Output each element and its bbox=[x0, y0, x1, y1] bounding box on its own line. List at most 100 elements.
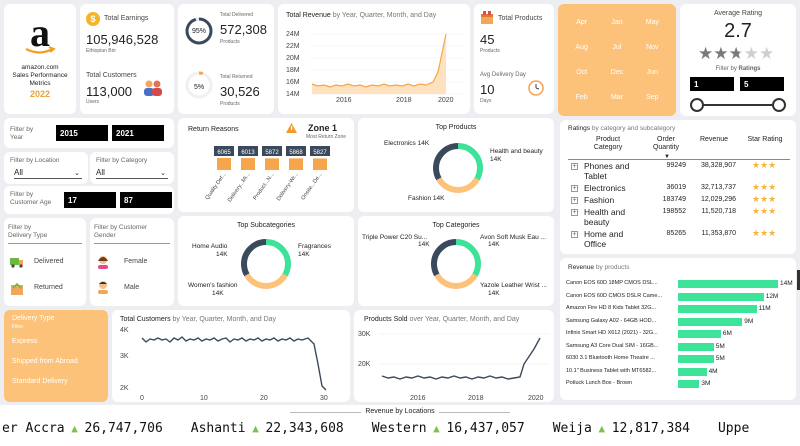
category-dropdown[interactable]: All ⌄ bbox=[96, 168, 168, 179]
expand-icon[interactable]: + bbox=[571, 209, 578, 216]
revenue-line-chart: 24M 22M 20M 18M 16M 14M 2016 2018 2020 bbox=[286, 31, 463, 104]
rating-slider-handle-min[interactable] bbox=[690, 98, 704, 112]
product-revenue-row[interactable]: Amazon Fire HD 8 Kids Tablet 32G... 11M bbox=[566, 303, 792, 316]
delivery-day-label: Avg Delivery Day bbox=[480, 72, 526, 78]
product-revenue-row[interactable]: Canon EOS 60D CMOS DSLR Came... 12M bbox=[566, 291, 792, 304]
month-button-jul[interactable]: Jul bbox=[612, 44, 622, 51]
product-revenue-row[interactable]: Potluck Lunch Box - Brown 3M bbox=[566, 378, 792, 391]
chevron-down-icon: ⌄ bbox=[160, 170, 166, 177]
expand-icon[interactable]: + bbox=[571, 163, 578, 170]
delivered-unit: Products bbox=[220, 39, 240, 45]
location-name: er Accra bbox=[2, 421, 65, 436]
age-to-input[interactable]: 87 bbox=[120, 192, 172, 208]
product-revenue-bar[interactable] bbox=[678, 367, 707, 376]
delivery-type-filter: Filter bbox=[12, 324, 24, 330]
female-option[interactable]: Female bbox=[124, 258, 148, 265]
rating-max-input[interactable]: 5 bbox=[740, 77, 784, 91]
product-revenue-row[interactable]: 10.1" Business Tablet with MT6582... 4M bbox=[566, 366, 792, 379]
brand-line-1: amazon.com bbox=[21, 64, 59, 71]
returned-option[interactable]: Returned bbox=[34, 284, 63, 291]
scrollbar-handle[interactable] bbox=[797, 270, 800, 290]
year-from-input[interactable]: 2015 bbox=[56, 125, 108, 141]
top-products-label-1: Electronics 14K bbox=[384, 140, 430, 147]
product-revenue-bar[interactable] bbox=[678, 317, 743, 326]
delivery-type-option[interactable]: Standard Delivery bbox=[12, 378, 68, 385]
expand-icon[interactable]: + bbox=[571, 231, 578, 238]
male-option[interactable]: Male bbox=[124, 284, 140, 291]
product-revenue-label: 5M bbox=[715, 342, 725, 350]
location-item: Ashanti ▲ 22,343,608 bbox=[191, 421, 344, 436]
quantity-cell: 99249 bbox=[666, 162, 686, 169]
return-reason-label: Product...N... bbox=[252, 171, 276, 201]
category-cell: Fashion bbox=[584, 195, 614, 205]
rating-slider-handle-max[interactable] bbox=[772, 98, 786, 112]
product-revenue-row[interactable]: Samsung Galaxy A02 - 64GB HOD... 9M bbox=[566, 316, 792, 329]
brand-line-3: Metrics bbox=[29, 80, 51, 87]
month-button-feb[interactable]: Feb bbox=[575, 94, 588, 101]
return-reason-bar[interactable] bbox=[289, 158, 303, 170]
month-button-jun[interactable]: Jun bbox=[646, 69, 658, 76]
rating-min-input[interactable]: 1 bbox=[690, 77, 734, 91]
product-revenue-bar[interactable] bbox=[678, 330, 721, 338]
table-row[interactable]: + Phones and Tablet 99249 38,328,907 ★★★ bbox=[568, 160, 790, 183]
month-button-oct[interactable]: Oct bbox=[576, 69, 588, 76]
product-revenue-label: 14M bbox=[780, 280, 793, 287]
male-avatar-icon bbox=[98, 281, 108, 294]
year-to-input[interactable]: 2021 bbox=[112, 125, 164, 141]
product-revenue-row[interactable]: Canon EOS 60D 18MP CMOS DSL... 14M bbox=[566, 278, 793, 291]
product-revenue-bar[interactable] bbox=[678, 355, 714, 363]
return-reason-bar[interactable] bbox=[313, 158, 327, 170]
month-button-jan[interactable]: Jan bbox=[611, 19, 623, 26]
rating-slider-track[interactable] bbox=[696, 104, 780, 106]
return-reason-value: 5827 bbox=[313, 150, 327, 156]
earnings-unit: Ethiopian Birr bbox=[86, 48, 117, 54]
month-button-dec[interactable]: Dec bbox=[610, 69, 624, 76]
return-reason-value: 6013 bbox=[241, 150, 255, 156]
return-reason-bar[interactable] bbox=[241, 158, 255, 170]
month-button-apr[interactable]: Apr bbox=[576, 19, 588, 26]
col-header-category[interactable]: Product Category bbox=[593, 136, 623, 151]
gender-filter-card: Filter by Customer Gender Female Male bbox=[90, 218, 174, 306]
col-header-revenue[interactable]: Revenue bbox=[699, 136, 729, 143]
delivery-type-slicer: Delivery Type Filter Express Shipped from… bbox=[4, 310, 108, 402]
age-from-input[interactable]: 17 bbox=[64, 192, 116, 208]
product-revenue-row[interactable]: Samsung A3 Core Dual SIM - 16GB... 5M bbox=[566, 341, 792, 354]
delivery-type-option[interactable]: Shipped from Abroad bbox=[12, 358, 78, 365]
location-filter-card: Filter by Location All ⌄ bbox=[4, 152, 88, 184]
subcat-label-2a: Fragrances bbox=[298, 243, 331, 250]
month-button-mar[interactable]: Mar bbox=[610, 94, 624, 101]
month-button-sep[interactable]: Sep bbox=[646, 94, 659, 101]
month-button-may[interactable]: May bbox=[645, 19, 659, 26]
col-header-rating[interactable]: Star Rating bbox=[747, 136, 783, 143]
return-reason-bar[interactable] bbox=[265, 158, 279, 170]
product-revenue-label: 5M bbox=[715, 355, 725, 362]
table-row[interactable]: + Health and beauty 198552 11,520,718 ★★★ bbox=[568, 206, 790, 229]
product-revenue-bar[interactable] bbox=[678, 292, 764, 301]
month-slicer: Apr Jan May Aug Jul Nov Oct Dec Jun Feb Mar Sep bbox=[558, 4, 676, 116]
location-dropdown[interactable]: All ⌄ bbox=[14, 168, 82, 179]
product-revenue-bar[interactable] bbox=[678, 342, 714, 351]
star-icon: ★ bbox=[752, 160, 761, 170]
return-reason-bar[interactable] bbox=[217, 158, 231, 170]
product-revenue-bar[interactable] bbox=[678, 305, 757, 313]
delivered-option[interactable]: Delivered bbox=[34, 258, 64, 265]
month-button-aug[interactable]: Aug bbox=[575, 44, 588, 51]
table-row[interactable]: + Fashion 183749 12,029,296 ★★★ bbox=[568, 194, 790, 207]
top-products-card: Top Products Electronics 14K Health and … bbox=[358, 118, 554, 212]
expand-icon[interactable]: + bbox=[571, 197, 578, 204]
table-row[interactable]: + Electronics 36019 32,713,737 ★★★ bbox=[568, 182, 790, 195]
col-header-quantity[interactable]: Order Quantity bbox=[652, 136, 680, 151]
product-revenue-bar[interactable] bbox=[678, 380, 700, 388]
customers-x-tick: 30 bbox=[320, 395, 328, 402]
ratings-table-card: Ratings by category and subcategory Prod… bbox=[560, 120, 796, 254]
product-revenue-bar[interactable] bbox=[678, 280, 778, 288]
expand-icon[interactable]: + bbox=[571, 185, 578, 192]
product-revenue-row[interactable]: 6030 3.1 Bluetooth Home Theatre ... 5M bbox=[566, 353, 792, 366]
customers-y-tick: 3K bbox=[120, 353, 129, 360]
products-sold-title: Products Sold over Year, Quarter, Month,… bbox=[364, 316, 520, 323]
delivery-stats-card: 95% Total Delivered 572,308 Products 5% … bbox=[178, 4, 274, 114]
delivery-type-option[interactable]: Express bbox=[12, 338, 38, 345]
product-revenue-row[interactable]: Infinix Smart HD X612 (2021) - 32G... 6M bbox=[566, 328, 792, 341]
month-button-nov[interactable]: Nov bbox=[646, 44, 659, 51]
table-row[interactable]: + Home and Office 85265 11,353,870 ★★★ bbox=[568, 228, 790, 251]
